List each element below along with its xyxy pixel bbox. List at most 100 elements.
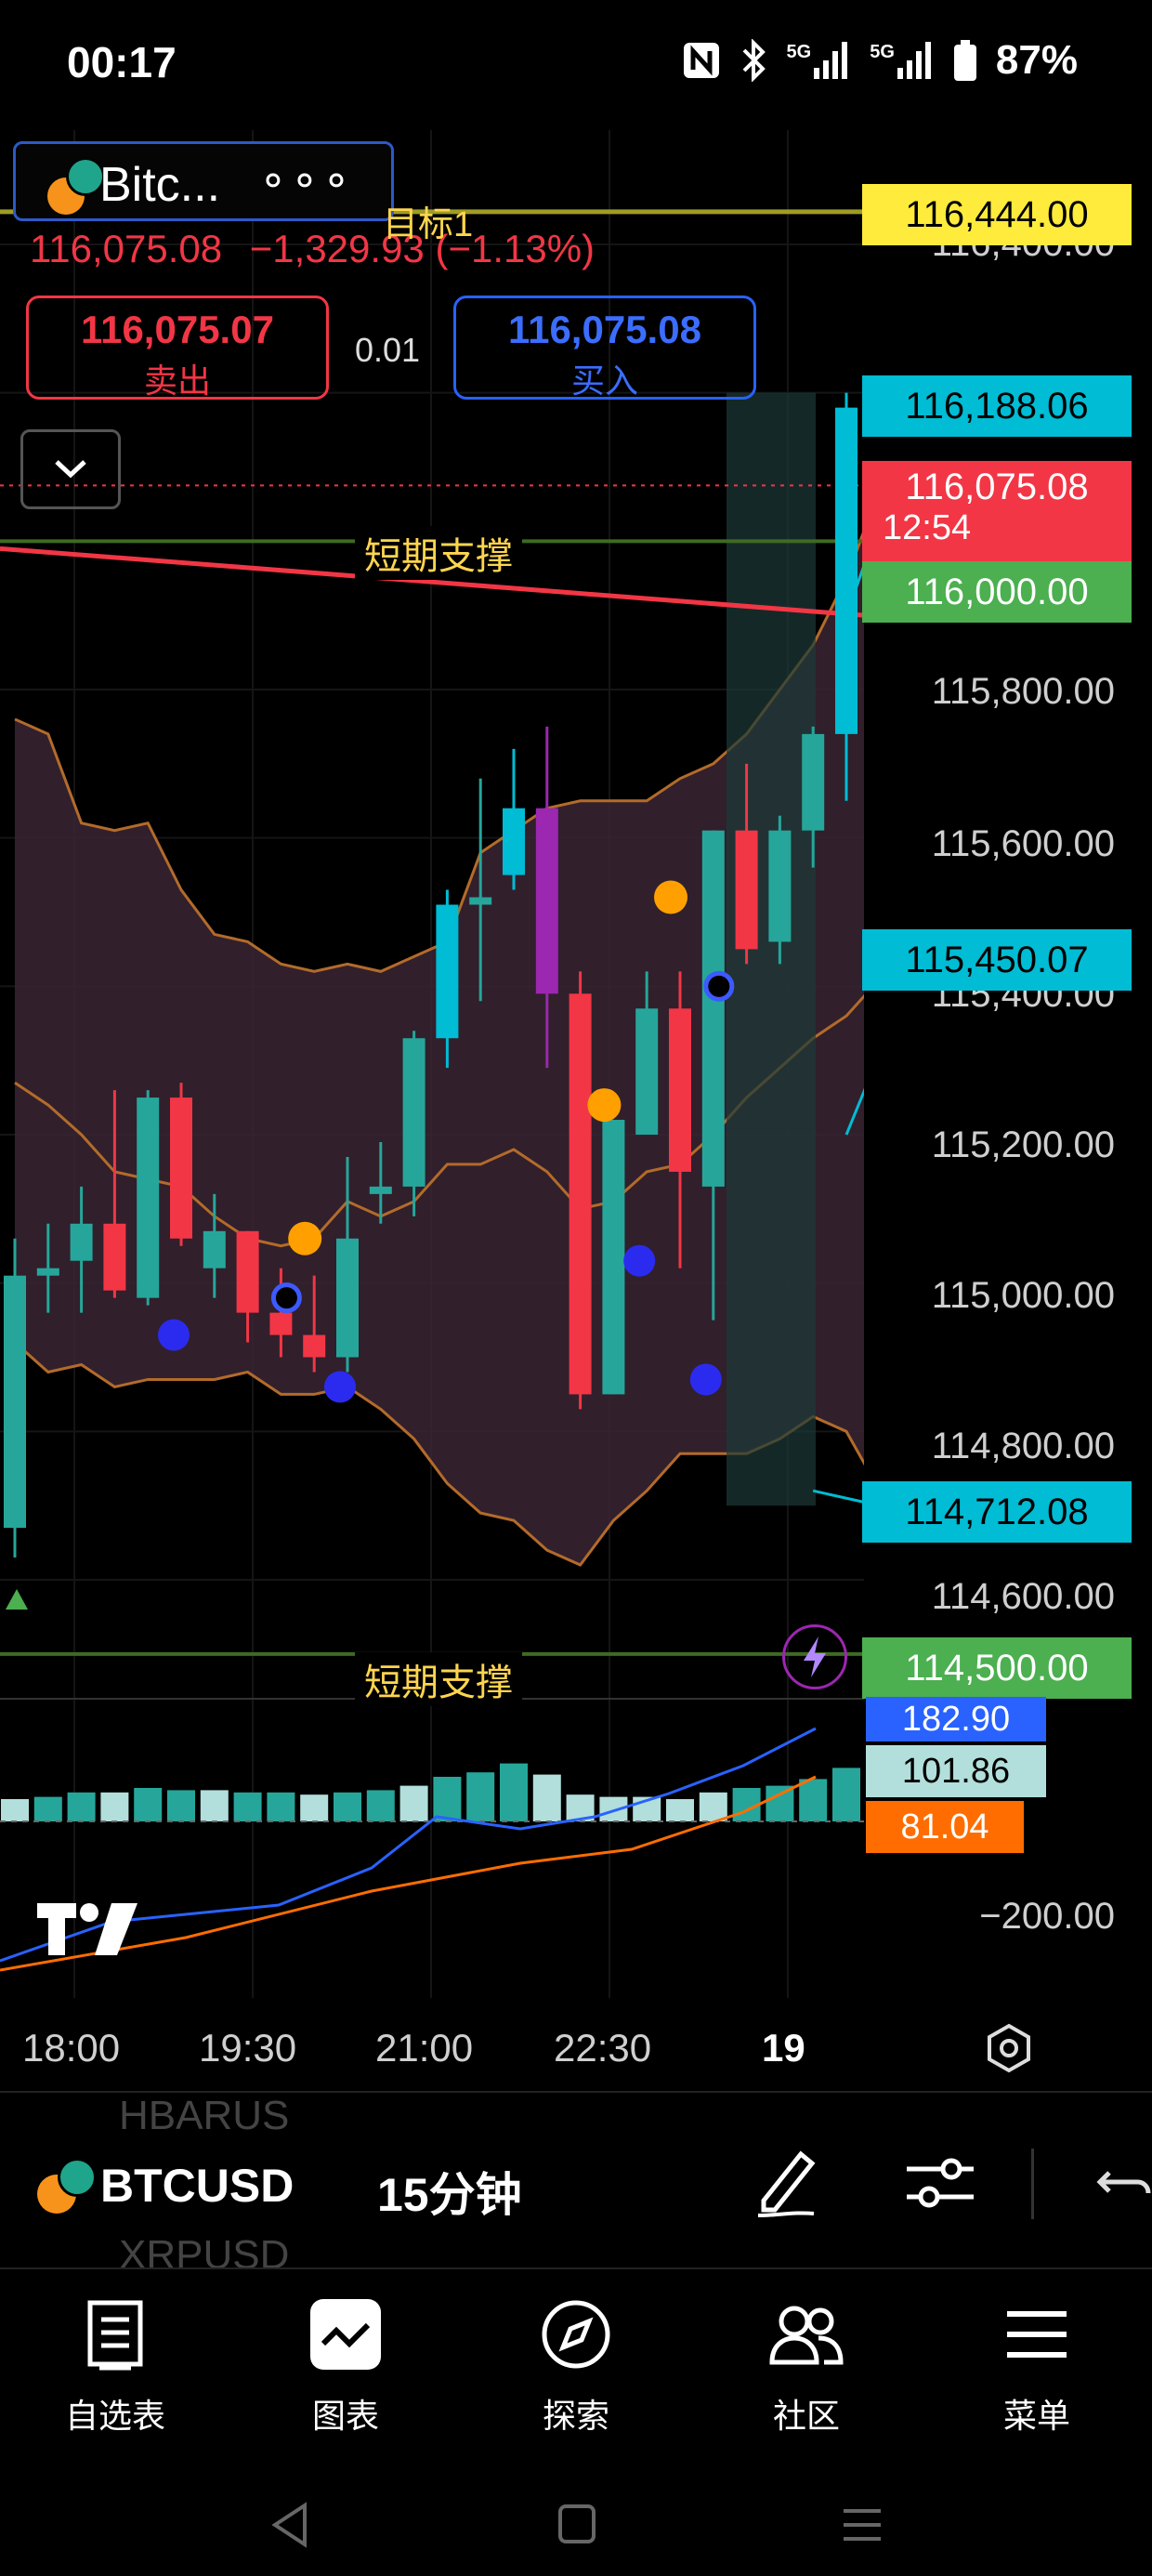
price-axis-tick: 114,600.00	[931, 1576, 1115, 1617]
buy-button[interactable]: 116,075.08 买入	[453, 296, 756, 400]
symbol-name: BTCUSD	[100, 2160, 295, 2212]
volume-bar	[267, 1792, 295, 1821]
nav-label: 自选表	[64, 2397, 165, 2435]
chevron-down-icon	[55, 460, 86, 479]
time-axis-tick: 19:30	[199, 2026, 297, 2070]
nav-watchlist[interactable]: 自选表	[0, 2297, 230, 2438]
target-annotation[interactable]: 目标1	[383, 205, 474, 244]
candle-body	[735, 830, 758, 950]
volume-bar	[300, 1794, 329, 1821]
collapse-button[interactable]	[20, 429, 121, 509]
volume-bar	[167, 1790, 195, 1821]
candle-body	[569, 993, 592, 1395]
price-axis-tick: 115,600.00	[931, 823, 1115, 864]
menu-icon	[1007, 2311, 1067, 2358]
nav-label: 社区	[772, 2397, 840, 2435]
bluetooth-icon	[742, 39, 766, 82]
time-axis-tick: 21:00	[375, 2026, 474, 2070]
system-nav-bar	[0, 2453, 1152, 2576]
signal-dot-orange	[288, 1221, 322, 1255]
nfc-icon	[683, 43, 719, 78]
chart-settings-icon[interactable]	[981, 2020, 1037, 2076]
volume-bar	[67, 1792, 96, 1821]
order-quantity[interactable]: 0.01	[355, 331, 421, 369]
network-label: 5G	[870, 42, 895, 62]
lower-band-label: 114,712.08	[862, 1481, 1132, 1543]
sell-label: 卖出	[143, 361, 211, 400]
indicator-value-2: 101.86	[866, 1745, 1046, 1797]
price-axis-tick: 115,000.00	[931, 1275, 1115, 1316]
nav-chart[interactable]: 图表	[230, 2297, 461, 2438]
indicator-value-3: 81.04	[866, 1801, 1024, 1853]
toolbar-divider	[1031, 2149, 1034, 2219]
recents-icon[interactable]	[840, 2505, 884, 2544]
volume-bar	[366, 1790, 395, 1821]
current-price-label: 116,075.08 12:54	[862, 461, 1132, 565]
indicator-settings-icon[interactable]	[903, 2150, 977, 2215]
nav-label: 菜单	[1002, 2397, 1070, 2435]
buy-price: 116,075.08	[508, 308, 701, 351]
network-label: 5G	[786, 42, 812, 62]
signal-dot-blue	[158, 1319, 190, 1351]
candle-body	[835, 407, 857, 734]
signal-ring	[270, 1282, 302, 1314]
price-change-pct: (−1.13%)	[435, 227, 596, 270]
forecast-lower-line	[812, 1489, 864, 1504]
crypto-source-icon	[66, 157, 105, 196]
interval-selector[interactable]: 15分钟	[377, 2169, 522, 2221]
watchlist-icon	[87, 2300, 143, 2371]
chart-toolbar: HBARUS XRPUSD BTCUSD 15分钟	[0, 2091, 1152, 2278]
volume-bar	[433, 1777, 462, 1821]
symbol-chip[interactable]: Bitc... ∘∘∘	[13, 141, 394, 221]
lightning-icon	[804, 1636, 826, 1677]
bollinger-area	[15, 531, 864, 1566]
signal-dot-orange	[587, 1088, 622, 1123]
symbol-selector[interactable]: BTCUSD	[37, 2149, 294, 2223]
nav-menu[interactable]: 菜单	[922, 2297, 1152, 2438]
sell-button[interactable]: 116,075.07 卖出	[26, 296, 329, 400]
candle-body	[137, 1097, 160, 1298]
ghost-symbol-below: XRPUSD	[119, 2232, 290, 2278]
back-icon[interactable]	[269, 2502, 310, 2548]
candle-body	[535, 808, 558, 994]
candle-body	[503, 808, 525, 875]
candle-body	[236, 1230, 259, 1313]
buy-signal-icon	[6, 1589, 28, 1610]
candle-body	[768, 830, 792, 942]
candle-body	[402, 1038, 425, 1187]
price-chart[interactable]	[0, 130, 864, 2035]
mid-band-label: 115,450.07	[862, 929, 1132, 991]
last-price: 116,075.08	[30, 227, 223, 270]
forecast-mid-line	[844, 1087, 864, 1136]
signal-dot-orange	[654, 880, 687, 914]
status-bar: 00:17 5G 5G 87%	[0, 0, 1152, 130]
support-annotation-1[interactable]: 短期支撑	[355, 526, 522, 580]
signal-5g-icon: 5G	[787, 42, 852, 79]
volume-bar	[532, 1774, 561, 1821]
candle-body	[103, 1223, 126, 1291]
drawing-pen-icon[interactable]	[751, 2145, 821, 2219]
home-icon[interactable]	[557, 2504, 596, 2544]
volume-bar	[500, 1763, 528, 1821]
volume-bar	[134, 1788, 163, 1821]
volume-bar	[334, 1792, 361, 1821]
more-icon[interactable]: ∘∘∘	[258, 155, 354, 204]
nav-explore[interactable]: 探索	[461, 2297, 691, 2438]
undo-icon[interactable]	[1096, 2158, 1152, 2210]
target-price-label: 116,444.00	[862, 184, 1132, 245]
candle-body	[170, 1097, 192, 1239]
quick-trade-button[interactable]	[782, 1624, 847, 1689]
status-time: 00:17	[67, 38, 177, 86]
bar-countdown: 12:54	[883, 508, 972, 547]
nav-community[interactable]: 社区	[691, 2297, 922, 2438]
support-annotation-2[interactable]: 短期支撑	[355, 1652, 522, 1706]
nav-label: 探索	[542, 2397, 609, 2435]
volume-bar	[832, 1768, 860, 1821]
candle-body	[203, 1230, 226, 1268]
time-axis-tick: 22:30	[554, 2026, 652, 2070]
volume-bar	[233, 1792, 262, 1821]
signal-dot-blue	[689, 1363, 722, 1396]
candle-body	[269, 1312, 293, 1335]
tradingview-logo	[37, 1903, 137, 1955]
volume-bar	[666, 1799, 694, 1821]
